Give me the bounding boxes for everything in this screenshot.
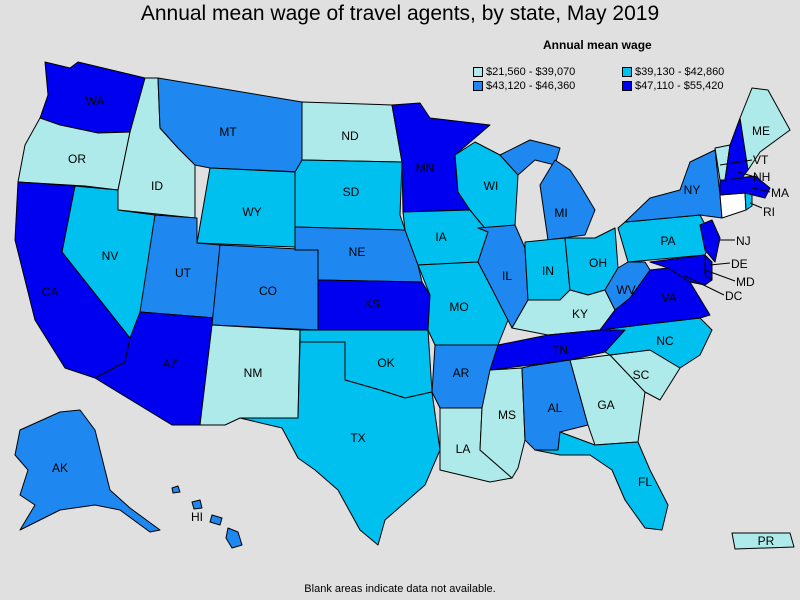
- label-ut: UT: [175, 266, 192, 280]
- state-hi-oahu: [191, 499, 203, 510]
- legend-swatch-3: [473, 81, 483, 91]
- label-mo: MO: [449, 300, 468, 314]
- label-il: IL: [502, 269, 512, 283]
- label-ma: MA: [771, 186, 789, 200]
- state-ak: [14, 409, 161, 533]
- legend-swatch-2: [622, 67, 632, 77]
- callout-line-de: [709, 262, 731, 266]
- label-co: CO: [259, 284, 277, 298]
- label-me: ME: [752, 124, 770, 138]
- label-ga: GA: [597, 398, 614, 412]
- label-nv: NV: [102, 249, 119, 263]
- label-nj: NJ: [736, 234, 751, 248]
- label-in: IN: [542, 264, 554, 278]
- legend-swatch-1: [473, 67, 483, 77]
- legend-label-4: $47,110 - $55,420: [635, 80, 724, 92]
- legend-label-1: $21,560 - $39,070: [486, 66, 576, 78]
- legend-item-4: $47,110 - $55,420: [622, 80, 723, 92]
- callout-line-ri: [749, 202, 763, 209]
- state-pr: [731, 532, 795, 550]
- label-or: OR: [68, 152, 86, 166]
- callout-line-md: [704, 269, 736, 282]
- state-mi-upper: [499, 139, 561, 176]
- label-ca: CA: [42, 285, 59, 299]
- state-mi: [539, 159, 596, 241]
- label-ny: NY: [684, 183, 701, 197]
- state-ny: [624, 149, 723, 223]
- label-la: LA: [456, 442, 471, 456]
- label-nm: NM: [244, 366, 263, 380]
- label-mi: MI: [554, 206, 567, 220]
- label-ne: NE: [349, 245, 366, 259]
- callout-line-vt: [719, 159, 753, 166]
- label-ri: RI: [763, 205, 775, 219]
- label-al: AL: [548, 401, 563, 415]
- state-wv: [604, 261, 651, 311]
- state-nj: [699, 219, 721, 263]
- label-dc: DC: [725, 289, 743, 303]
- label-sd: SD: [343, 185, 360, 199]
- label-ks: KS: [364, 297, 380, 311]
- label-hi: HI: [191, 510, 203, 524]
- label-pa: PA: [660, 234, 675, 248]
- label-ar: AR: [453, 366, 470, 380]
- legend-item-3: $43,120 - $46,360: [473, 80, 575, 92]
- map-title: Annual mean wage of travel agents, by st…: [140, 2, 660, 25]
- label-md: MD: [736, 275, 755, 289]
- label-nc: NC: [656, 334, 674, 348]
- state-hi-kauai: [171, 485, 181, 494]
- callout-line-nh: [737, 171, 753, 177]
- label-ak: AK: [52, 461, 68, 475]
- label-id: ID: [151, 179, 163, 193]
- label-ms: MS: [498, 408, 516, 422]
- label-ok: OK: [377, 356, 394, 370]
- state-de: [704, 254, 713, 281]
- label-vt: VT: [753, 153, 769, 167]
- label-wy: WY: [242, 205, 261, 219]
- state-me: [739, 87, 791, 171]
- label-wi: WI: [484, 179, 499, 193]
- state-hi-bigisland: [225, 527, 243, 549]
- label-nd: ND: [341, 129, 359, 143]
- label-fl: FL: [638, 475, 652, 489]
- label-de: DE: [731, 257, 748, 271]
- footnote: Blank areas indicate data not available.: [304, 583, 496, 595]
- label-wv: WV: [616, 283, 635, 297]
- legend-label-3: $43,120 - $46,360: [486, 80, 576, 92]
- label-ia: IA: [435, 230, 446, 244]
- legend-item-1: $21,560 - $39,070: [473, 66, 575, 78]
- label-pr: PR: [758, 534, 775, 548]
- state-tx: [239, 341, 441, 546]
- label-mn: MN: [416, 161, 435, 175]
- label-tx: TX: [350, 431, 365, 445]
- label-oh: OH: [589, 256, 607, 270]
- label-tn: TN: [552, 343, 568, 357]
- legend-title: Annual mean wage: [543, 38, 652, 52]
- label-nh: NH: [753, 170, 770, 184]
- label-va: VA: [661, 291, 676, 305]
- state-hi-maui: [209, 514, 223, 526]
- label-mt: MT: [219, 125, 237, 139]
- state-fl: [534, 431, 669, 531]
- state-ma: [719, 175, 771, 199]
- label-wa: WA: [86, 94, 105, 108]
- state-ct: [719, 192, 747, 219]
- label-ky: KY: [572, 307, 588, 321]
- legend-swatch-4: [622, 81, 632, 91]
- legend-item-2: $39,130 - $42,860: [622, 66, 724, 78]
- legend-label-2: $39,130 - $42,860: [635, 66, 725, 78]
- state-ri: [744, 192, 753, 211]
- label-az: AZ: [162, 357, 177, 371]
- label-sc: SC: [633, 368, 650, 382]
- callout-line-dc: [682, 274, 725, 296]
- callout-line-ma: [751, 187, 771, 193]
